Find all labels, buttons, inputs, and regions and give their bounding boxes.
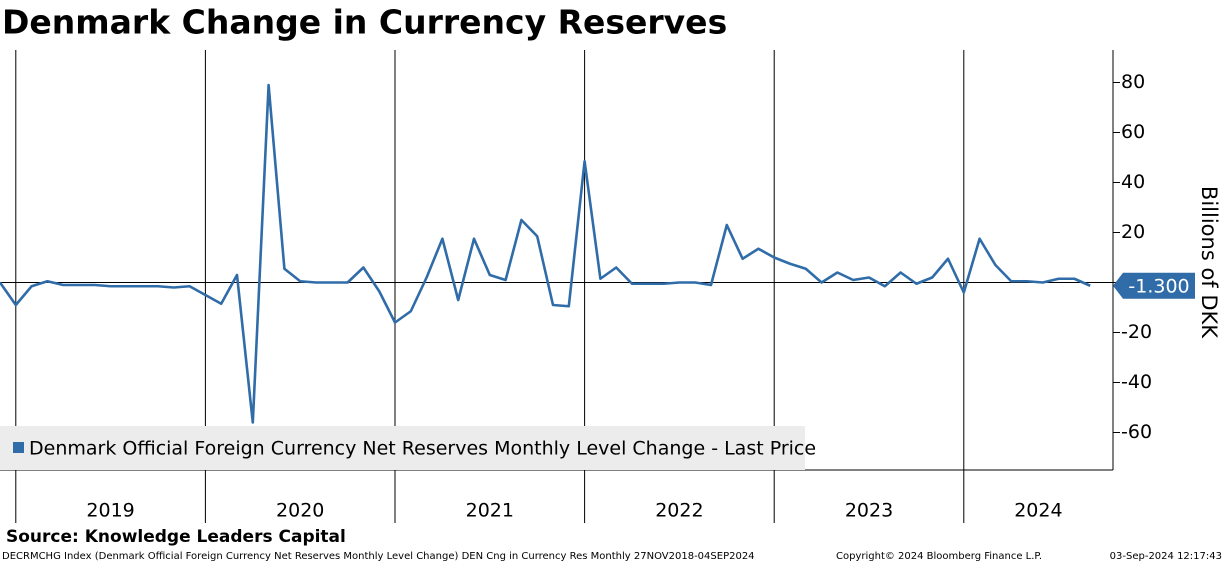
x-tick-label: 2022 [655,500,703,522]
x-tick-label: 2023 [845,500,893,522]
last-value-tag [1113,272,1195,299]
series-line [0,83,1091,424]
legend-box [0,426,805,470]
y-tick-label: -40 [1121,371,1152,393]
y-tick-label: -60 [1121,421,1152,443]
legend-label: Denmark Official Foreign Currency Net Re… [29,438,816,460]
x-tick-label: 2021 [466,500,514,522]
y-tick-label: 40 [1121,171,1145,193]
y-tick-label: 60 [1121,121,1145,143]
x-tick-label: 2024 [1014,500,1062,522]
source: Source: Knowledge Leaders Capital [6,527,346,547]
y-tick-label: -20 [1121,321,1152,343]
x-tick-label: 2019 [86,500,134,522]
timestamp: 03-Sep-2024 12:17:43 [1110,551,1222,562]
copyright: Copyright© 2024 Bloomberg Finance L.P. [836,551,1042,562]
y-axis-label: Billions of DKK [1197,186,1221,339]
y-tick-label: 20 [1121,221,1145,243]
legend-swatch [13,442,24,453]
last-value-label: -1.300 [1128,275,1189,297]
chart-title: Denmark Change in Currency Reserves [2,3,727,42]
x-tick-label: 2020 [276,500,324,522]
y-tick-label: 80 [1121,71,1145,93]
footer: DECRMCHG Index (Denmark Official Foreign… [2,551,755,562]
